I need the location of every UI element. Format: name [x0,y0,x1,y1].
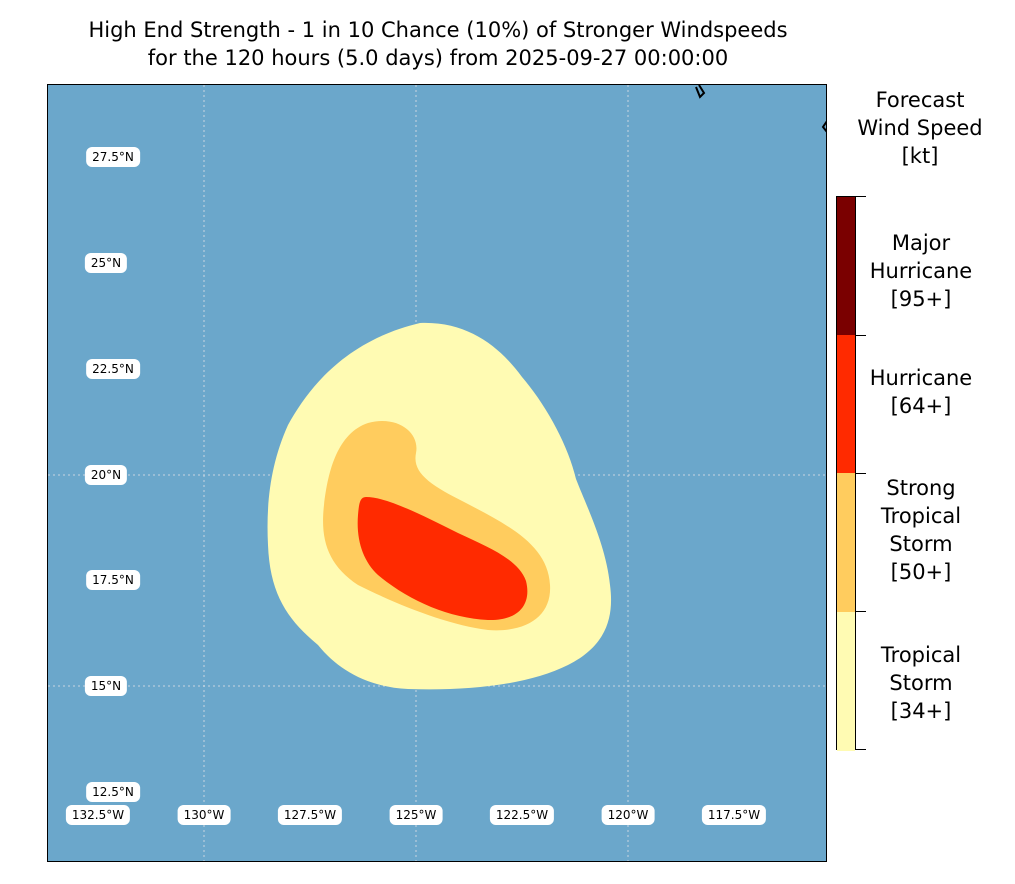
coastline-fragment [821,120,826,133]
lon-label-132-5w: 132.5°W [65,805,131,825]
lon-label-125w: 125°W [389,805,443,825]
label-line: [95+] [890,287,952,311]
colorbar [836,196,856,751]
lat-label-27-5n: 27.5°N [86,147,140,167]
label-line: Storm [889,671,953,695]
title-line-2: for the 120 hours (5.0 days) from 2025-0… [147,46,729,70]
lon-label-122-5w: 122.5°W [489,805,555,825]
coastline-island [695,85,706,99]
lon-label-120w: 120°W [601,805,655,825]
lat-label-25n: 25°N [84,253,128,273]
colorbar-title: Forecast Wind Speed [kt] [834,86,1006,170]
map-canvas [48,85,826,861]
map-panel[interactable]: 27.5°N 25°N 22.5°N 20°N 17.5°N 15°N 12.5… [47,84,827,862]
colorbar-tick [856,611,866,612]
label-line: Tropical [880,504,962,528]
lon-label-127-5w: 127.5°W [277,805,343,825]
swath-hurricane [357,497,528,621]
chart-title: High End Strength - 1 in 10 Chance (10%)… [0,16,876,72]
label-line: Storm [889,532,953,556]
lat-label-22-5n: 22.5°N [86,359,140,379]
lat-label-17-5n: 17.5°N [86,570,140,590]
label-line: Strong [886,476,956,500]
colorbar-label-tropical-storm: Tropical Storm [34+] [852,641,990,725]
label-line: Major [891,231,951,255]
label-line: Hurricane [869,366,973,390]
title-line-1: High End Strength - 1 in 10 Chance (10%)… [88,18,788,42]
colorbar-tick [856,335,866,336]
colorbar-label-strong-tropical-storm: Strong Tropical Storm [50+] [852,474,990,586]
colorbar-segment-major-hurricane [837,197,855,335]
colorbar-label-hurricane: Hurricane [64+] [852,364,990,420]
lat-label-15n: 15°N [84,676,128,696]
lat-label-20n: 20°N [84,465,128,485]
lat-label-12-5n: 12.5°N [86,782,140,802]
colorbar-segment-strong-tropical-storm [837,473,855,612]
colorbar-segment-tropical-storm [837,612,855,751]
label-line: Tropical [880,643,962,667]
colorbar-title-line: [kt] [901,144,939,168]
label-line: Hurricane [869,259,973,283]
colorbar-tick [856,749,866,750]
colorbar-tick [856,473,866,474]
label-line: [34+] [890,699,952,723]
label-line: [50+] [890,560,952,584]
colorbar-title-line: Wind Speed [857,116,983,140]
colorbar-title-line: Forecast [875,88,965,112]
colorbar-segment-hurricane [837,335,855,473]
label-line: [64+] [890,394,952,418]
lon-label-130w: 130°W [177,805,231,825]
colorbar-label-major-hurricane: Major Hurricane [95+] [852,229,990,313]
colorbar-tick [856,196,866,197]
lon-label-117-5w: 117.5°W [701,805,767,825]
